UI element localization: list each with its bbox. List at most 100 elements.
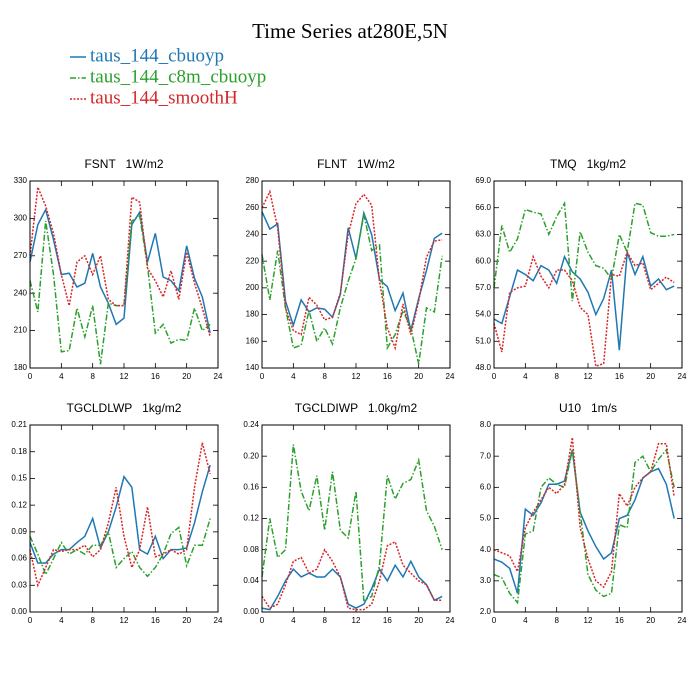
x-tick-label: 8: [554, 616, 559, 625]
y-tick-label: 160: [246, 336, 260, 345]
y-tick-label: 0.03: [11, 580, 27, 589]
x-tick-label: 16: [615, 372, 624, 381]
series-line: [261, 189, 443, 351]
x-tick-label: 20: [646, 372, 655, 381]
x-tick-label: 16: [383, 372, 392, 381]
x-tick-label: 0: [28, 372, 33, 381]
y-tick-label: 240: [14, 288, 28, 297]
main-title: Time Series at280E,5N: [252, 19, 448, 43]
y-tick-label: 220: [246, 256, 260, 265]
x-tick-label: 8: [554, 372, 559, 381]
y-tick-label: 8.0: [480, 420, 492, 429]
panel: FSNT 1W/m2 180 210 240 270 300 330 0 4 8 12 16 20 24: [14, 157, 223, 381]
x-tick-label: 4: [291, 372, 296, 381]
y-tick-label: 66.0: [475, 203, 491, 212]
x-tick-label: 24: [446, 372, 455, 381]
y-tick-label: 210: [14, 326, 28, 335]
y-tick-label: 0.08: [243, 545, 259, 554]
x-tick-label: 4: [523, 616, 528, 625]
y-tick-label: 0.24: [243, 420, 259, 429]
series-line: [493, 200, 675, 302]
y-tick-label: 260: [246, 203, 260, 212]
plot-frame: [261, 424, 451, 613]
y-tick-label: 0.20: [243, 451, 259, 460]
y-tick-label: 6.0: [480, 482, 492, 491]
panel-title: TGCLDIWP 1.0kg/m2: [295, 401, 418, 415]
series-line: [261, 210, 443, 331]
x-tick-label: 20: [646, 616, 655, 625]
panel: TGCLDLWP 1kg/m2 0.00 0.03 0.06 0.09 0.12 0.15 0…: [11, 401, 223, 625]
panel-title: FLNT 1W/m2: [317, 157, 395, 171]
x-tick-label: 12: [120, 616, 129, 625]
x-tick-label: 20: [182, 372, 191, 381]
x-tick-label: 8: [90, 616, 95, 625]
y-tick-label: 0.00: [11, 607, 27, 616]
series-line: [493, 437, 675, 589]
y-tick-label: 7.0: [480, 451, 492, 460]
panel: TGCLDIWP 1.0kg/m2 0.00 0.04 0.08 0.12 0.16 0.2…: [243, 401, 455, 625]
series-line: [29, 207, 211, 334]
x-tick-label: 4: [59, 372, 64, 381]
y-tick-label: 0.16: [243, 482, 259, 491]
y-tick-label: 60.0: [475, 256, 491, 265]
panel-title: U10 1m/s: [559, 401, 617, 415]
panel: FLNT 1W/m2 140 160 180 200 220 240 260 280 0 4 8 12 1…: [246, 157, 455, 381]
x-tick-label: 12: [352, 616, 361, 625]
y-tick-label: 5.0: [480, 514, 492, 523]
plot-frame: [29, 424, 219, 613]
x-tick-label: 20: [182, 616, 191, 625]
y-tick-label: 0.12: [11, 500, 27, 509]
y-tick-label: 48.0: [475, 363, 491, 372]
y-tick-label: 0.21: [11, 420, 27, 429]
x-tick-label: 8: [322, 616, 327, 625]
x-tick-label: 24: [214, 616, 223, 625]
legend-label: taus_144_cbuoyp: [90, 45, 224, 66]
y-tick-label: 57.0: [475, 283, 491, 292]
series-line: [261, 214, 443, 365]
panel: TMQ 1kg/m2 48.0 51.0 54.0 57.0 60.0 63.0 66.0 69…: [475, 157, 687, 381]
y-tick-label: 330: [14, 176, 28, 185]
y-tick-label: 180: [14, 363, 28, 372]
series-line: [493, 250, 675, 368]
y-tick-label: 0.18: [11, 447, 27, 456]
y-tick-label: 0.00: [243, 607, 259, 616]
legend-label: taus_144_c8m_cbuoyp: [90, 66, 266, 87]
y-tick-label: 180: [246, 310, 260, 319]
x-tick-label: 24: [678, 372, 687, 381]
y-tick-label: 0.09: [11, 527, 27, 536]
y-tick-label: 0.12: [243, 514, 259, 523]
x-tick-label: 20: [414, 616, 423, 625]
y-tick-label: 63.0: [475, 230, 491, 239]
y-tick-label: 270: [14, 251, 28, 260]
legend-label: taus_144_smoothH: [90, 87, 238, 108]
x-tick-label: 20: [414, 372, 423, 381]
x-tick-label: 8: [90, 372, 95, 381]
series-line: [261, 444, 443, 602]
panel-title: TGCLDLWP 1kg/m2: [67, 401, 182, 415]
y-tick-label: 240: [246, 230, 260, 239]
y-tick-label: 69.0: [475, 176, 491, 185]
y-tick-label: 140: [246, 363, 260, 372]
y-tick-label: 2.0: [480, 607, 492, 616]
panel-title: FSNT 1W/m2: [84, 157, 163, 171]
series-line: [29, 518, 211, 578]
panel: U10 1m/s 2.0 3.0 4.0 5.0 6.0 7.0 8.0 0 4 8 12 16 20 24: [480, 401, 687, 625]
y-tick-label: 300: [14, 214, 28, 223]
x-tick-label: 16: [151, 616, 160, 625]
y-tick-label: 3.0: [480, 576, 492, 585]
panel-title: TMQ 1kg/m2: [550, 157, 626, 171]
series-line: [493, 449, 675, 594]
x-tick-label: 12: [120, 372, 129, 381]
x-tick-label: 24: [678, 616, 687, 625]
plot-frame: [493, 424, 683, 613]
x-tick-label: 16: [151, 372, 160, 381]
x-tick-label: 4: [291, 616, 296, 625]
y-tick-label: 200: [246, 283, 260, 292]
y-tick-label: 51.0: [475, 336, 491, 345]
series-line: [29, 442, 211, 588]
x-tick-label: 0: [492, 372, 497, 381]
series-line: [261, 559, 443, 611]
x-tick-label: 8: [322, 372, 327, 381]
